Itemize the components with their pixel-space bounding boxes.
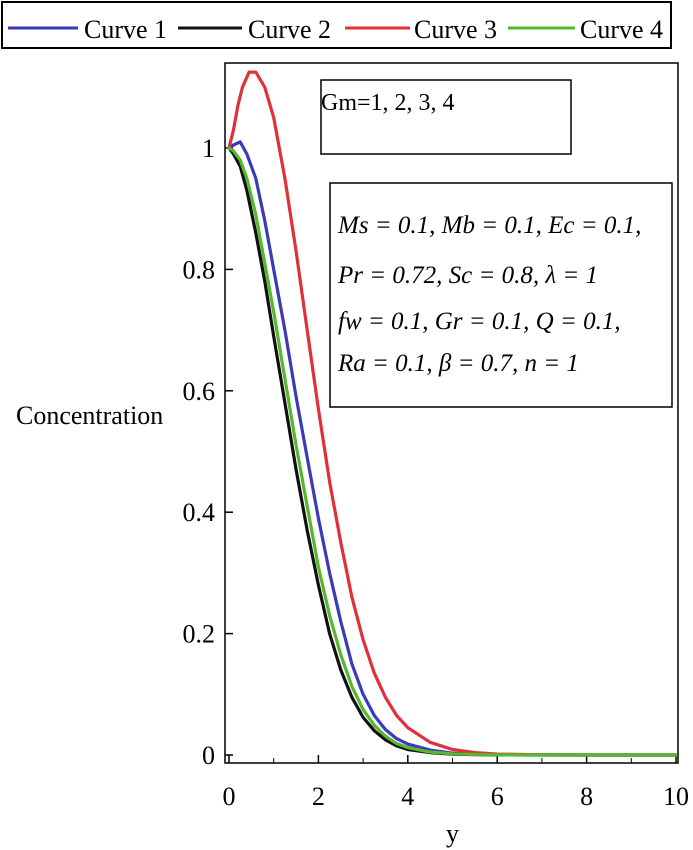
legend-label-4: Curve 4 [580, 15, 663, 44]
series-line-4 [227, 146, 678, 757]
x-tick-label: 10 [663, 782, 689, 811]
y-tick-label: 1 [202, 134, 215, 163]
y-tick-label: 0.4 [183, 498, 216, 527]
curves [227, 70, 678, 757]
legend-label-1: Curve 1 [84, 15, 167, 44]
gm-annotation: Gm=1, 2, 3, 4 [321, 90, 455, 116]
y-tick-label: 0.8 [183, 255, 216, 284]
y-tick-label: 0 [202, 741, 215, 770]
param-line-3: fw = 0.1, Gr = 0.1, Q = 0.1, [338, 308, 621, 335]
x-tick-label: 4 [401, 782, 414, 811]
x-tick-label: 6 [491, 782, 504, 811]
param-line-2: Pr = 0.72, Sc = 0.8, λ = 1 [337, 262, 598, 289]
param-box [329, 182, 673, 408]
x-axis-title: y [446, 819, 459, 848]
legend-label-3: Curve 3 [414, 15, 497, 44]
legend: Curve 1 Curve 2 Curve 3 Curve 4 [8, 15, 663, 44]
legend-label-2: Curve 2 [248, 15, 331, 44]
x-tick-label: 0 [223, 782, 236, 811]
x-tick-label: 2 [312, 782, 325, 811]
plot-frame [224, 62, 679, 764]
legend-box [1, 1, 672, 49]
y-axis-title: Concentration [16, 401, 163, 430]
y-tick-label: 0.6 [183, 377, 216, 406]
x-tick-label: 8 [580, 782, 593, 811]
y-tick-label: 0.2 [183, 620, 216, 649]
gm-annotation-box [320, 79, 572, 155]
param-line-4: Ra = 0.1, β = 0.7, n = 1 [337, 350, 579, 377]
axes: 0 2 4 6 8 10 0 0.2 0.4 0.6 0.8 1 [183, 134, 690, 811]
series-line-3 [227, 70, 678, 757]
param-line-1: Ms = 0.1, Mb = 0.1, Ec = 0.1, [337, 212, 641, 239]
